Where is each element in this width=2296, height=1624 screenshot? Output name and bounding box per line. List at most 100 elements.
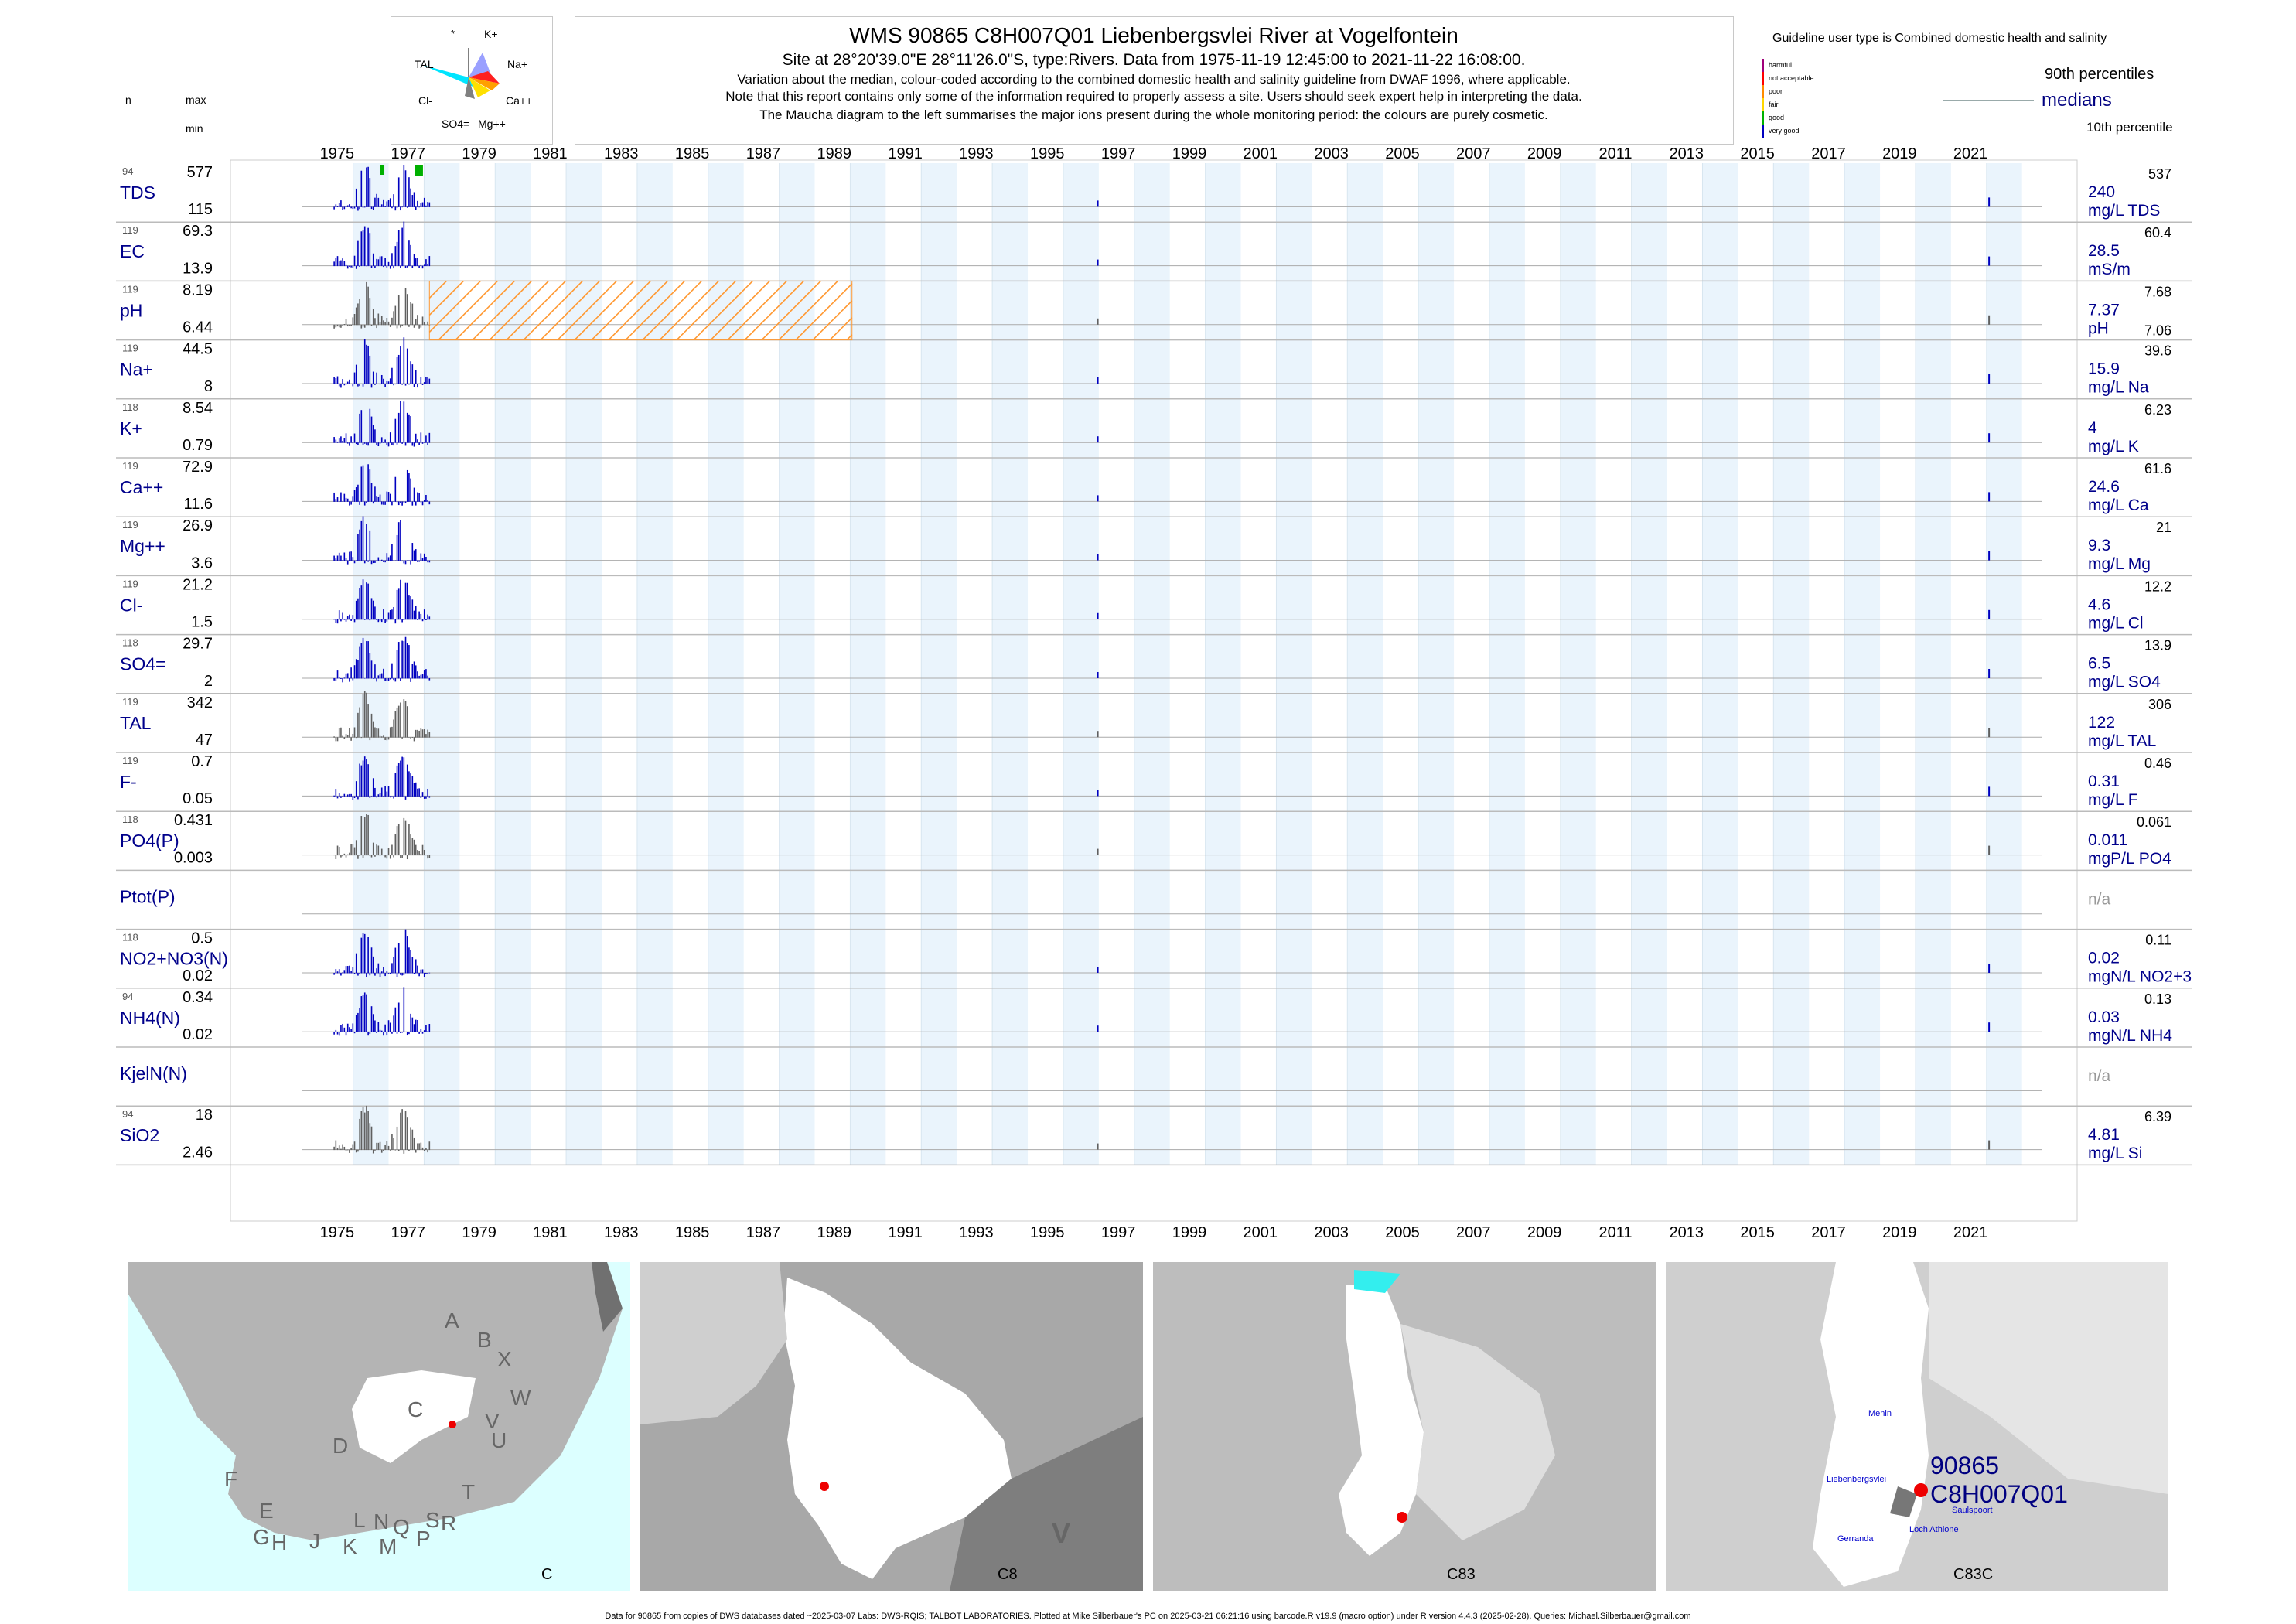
bar-ca- xyxy=(338,501,340,503)
bar-so4- xyxy=(362,637,364,679)
bar-ec xyxy=(427,264,428,267)
bar-cl- xyxy=(355,600,357,620)
bar-f- xyxy=(394,773,397,797)
bar-cl- xyxy=(421,619,424,622)
bar-ec xyxy=(415,258,417,267)
bar-so4- xyxy=(413,661,415,679)
bar-ph xyxy=(343,324,346,326)
bar-cl- xyxy=(370,598,373,620)
bar-po4-p- xyxy=(349,852,350,856)
bar-tds xyxy=(421,202,424,207)
p90-ca-: 61.6 xyxy=(2144,461,2171,476)
bar-na- xyxy=(387,381,390,384)
bar-isolated-na- xyxy=(1097,377,1099,384)
bar-sio2 xyxy=(401,1109,403,1151)
bar-na- xyxy=(340,383,342,388)
year-band-2015 xyxy=(1773,163,1810,1165)
bar-no2-no3-n- xyxy=(379,972,381,977)
bar-k- xyxy=(421,442,424,444)
bar-k- xyxy=(366,442,367,445)
bar-ph xyxy=(391,317,393,326)
bar-sio2 xyxy=(400,1112,401,1151)
ph-hatch-line xyxy=(523,280,583,341)
bar-sio2 xyxy=(425,1148,427,1151)
bar-sio2 xyxy=(417,1143,418,1151)
bar-ec xyxy=(391,253,393,267)
bar-tal xyxy=(333,736,335,738)
bar-na- xyxy=(425,377,427,384)
bar-ca- xyxy=(370,483,373,502)
bar-ec xyxy=(363,226,366,267)
bar-isolated-ca- xyxy=(1988,492,1991,502)
bar-ec xyxy=(353,255,356,267)
max-na-: 44.5 xyxy=(183,341,213,358)
bar-ph xyxy=(387,321,390,326)
bar-tds xyxy=(374,197,376,207)
bar-cl- xyxy=(406,582,408,620)
bar-ca- xyxy=(372,501,374,504)
bar-po4-p- xyxy=(380,848,383,856)
median-mg-: 9.3 xyxy=(2088,537,2110,554)
bar-so4- xyxy=(349,677,350,682)
bar-f- xyxy=(349,793,350,797)
bar-so4- xyxy=(404,636,407,679)
bar-f- xyxy=(420,796,422,798)
map1-region-m: M xyxy=(379,1534,397,1558)
n-tds: 94 xyxy=(122,165,133,177)
bar-tds xyxy=(387,200,390,207)
bar-so4- xyxy=(384,677,386,681)
bar-tds xyxy=(380,204,383,207)
n-so4-: 118 xyxy=(122,637,138,649)
p90-label: 90th percentiles xyxy=(2045,66,2154,83)
bar-nh4-n- xyxy=(357,1012,359,1032)
bar-ec xyxy=(410,244,411,267)
bar-ph xyxy=(403,324,405,326)
bar-tal xyxy=(427,729,428,738)
bar-po4-p- xyxy=(403,817,405,856)
variable-label-f-: F- xyxy=(120,772,137,792)
bar-no2-no3-n- xyxy=(420,969,422,974)
x-tick-bottom-1989: 1989 xyxy=(817,1224,852,1241)
bar-no2-no3-n- xyxy=(362,933,364,974)
bar-mg- xyxy=(353,560,356,564)
variable-label-mg-: Mg++ xyxy=(120,536,165,556)
year-band-2009 xyxy=(1560,163,1596,1165)
x-tick-top-1991: 1991 xyxy=(888,145,923,162)
bar-k- xyxy=(415,433,417,443)
bar-ec xyxy=(380,256,383,267)
bar-ca- xyxy=(369,469,371,502)
min-na-: 8 xyxy=(204,378,213,395)
bar-tal xyxy=(396,707,398,738)
bar-ph xyxy=(380,316,383,326)
bar-k- xyxy=(401,442,403,444)
bar-tal xyxy=(383,735,384,738)
bar-ph xyxy=(353,314,356,326)
bar-ec xyxy=(383,265,384,268)
x-tick-bottom-2003: 2003 xyxy=(1314,1224,1349,1241)
bar-k- xyxy=(355,442,357,445)
bar-mg- xyxy=(346,560,349,565)
bar-ph xyxy=(336,324,339,327)
bar-tal xyxy=(343,737,346,739)
p90-po4-p-: 0.061 xyxy=(2137,814,2171,830)
bar-po4-p- xyxy=(366,814,367,856)
bar-po4-p- xyxy=(423,849,425,856)
bar-ec xyxy=(369,233,371,267)
bar-isolated-sio2 xyxy=(1097,1143,1099,1150)
bar-tal xyxy=(428,732,431,738)
bar-ec xyxy=(350,265,352,268)
bar-ph xyxy=(350,324,352,326)
year-band-1983 xyxy=(636,163,673,1165)
maucha-label-k: K+ xyxy=(484,28,498,40)
bar-tal xyxy=(346,735,349,738)
bar-f- xyxy=(410,773,411,797)
bar-nh4-n- xyxy=(352,1023,354,1032)
bar-ca- xyxy=(350,501,352,505)
bar-no2-no3-n- xyxy=(376,968,377,974)
bar-sio2 xyxy=(376,1142,377,1151)
col-min-header: min xyxy=(186,122,203,135)
x-tick-bottom-1979: 1979 xyxy=(462,1224,496,1241)
bar-ec xyxy=(370,265,373,268)
bar-po4-p- xyxy=(396,826,398,856)
variable-label-ph: pH xyxy=(120,300,142,320)
